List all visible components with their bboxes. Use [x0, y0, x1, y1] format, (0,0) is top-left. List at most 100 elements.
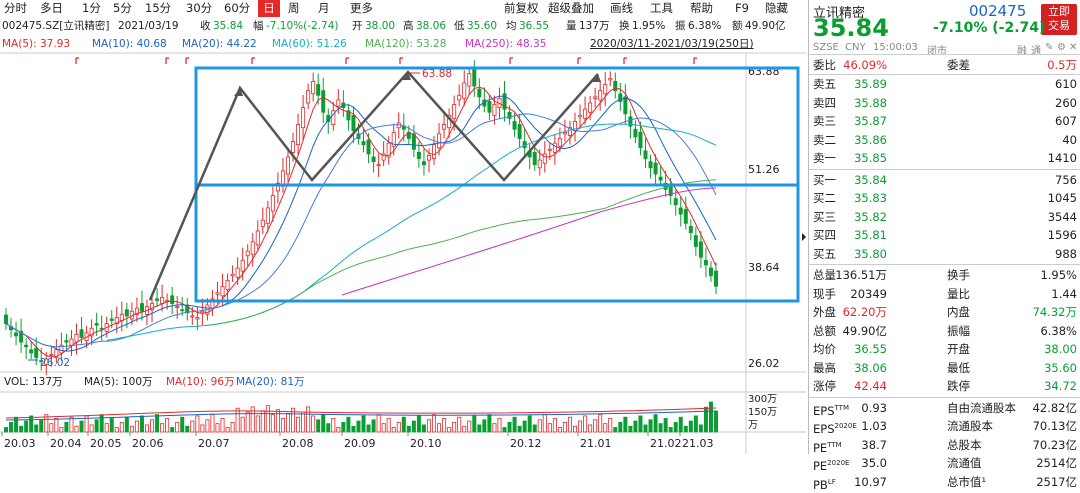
volume-bar	[453, 422, 456, 432]
candle-body	[160, 297, 163, 303]
volume-bar	[206, 420, 209, 432]
volume-bar	[387, 419, 390, 433]
volume-bar	[714, 411, 717, 432]
volume-bar	[538, 420, 541, 432]
book-price: 35.80	[854, 245, 887, 263]
trade-now-button[interactable]: 立即交易	[1041, 4, 1077, 35]
volume-bar	[312, 416, 315, 432]
volume-bar	[377, 415, 380, 432]
book-price: 35.86	[854, 131, 887, 149]
candle-body	[362, 142, 365, 145]
candle-body	[301, 108, 304, 128]
volume-bar	[417, 416, 420, 432]
volume-bar	[498, 419, 501, 433]
stat-value: 1.44	[1051, 285, 1077, 303]
vol-ma10-line	[6, 408, 716, 418]
x-tick-3: 20.06	[132, 437, 164, 450]
volume-bar	[160, 424, 163, 432]
volume-bar	[110, 419, 113, 433]
candle-body	[583, 109, 586, 118]
price-tick-1: 51.26	[748, 163, 780, 176]
book-price: 35.82	[854, 208, 887, 226]
stat-value: 36.55	[854, 340, 887, 358]
expand-arrow-icon[interactable]	[802, 233, 806, 241]
quote-time: 15:00:03	[873, 42, 918, 53]
candle-body	[271, 196, 274, 211]
x-tick-0: 20.03	[4, 437, 36, 450]
volume-bar	[276, 410, 279, 433]
candle-body	[599, 91, 602, 100]
candle-body	[216, 293, 219, 295]
panel-ctrl-2-icon[interactable]: ✎	[1045, 42, 1053, 53]
volume-bar	[105, 424, 108, 432]
volume-bar	[236, 408, 239, 432]
fin-value: 10.97	[854, 473, 887, 491]
book-price: 35.81	[854, 226, 887, 244]
volume-bar	[80, 421, 83, 432]
volume-bar	[604, 424, 607, 432]
candle-body	[417, 152, 420, 158]
candle-body	[14, 333, 17, 336]
candle-body	[468, 74, 471, 86]
candle-body	[155, 299, 158, 301]
fin-label-sup: TTM	[835, 404, 849, 412]
volume-bar	[322, 415, 325, 432]
fin-label-sup: 2020E	[827, 459, 849, 467]
volume-bar	[412, 421, 415, 432]
book-volume: 260	[1055, 94, 1077, 112]
volume-bar	[689, 421, 692, 432]
panel-ctrl-4-icon[interactable]: ✕	[1069, 42, 1077, 53]
vol-tick-2: 万	[748, 420, 758, 431]
candle-body	[256, 231, 259, 245]
volume-bar	[256, 416, 259, 432]
volume-bar	[679, 417, 682, 432]
candle-body	[70, 339, 73, 345]
volume-bar	[301, 412, 304, 432]
book-label: 买一	[813, 171, 836, 189]
volume-bar	[624, 417, 627, 432]
stat-label: 最低	[947, 359, 970, 377]
volume-bar	[196, 416, 199, 432]
book-label: 卖三	[813, 112, 836, 130]
volume-bar	[120, 422, 123, 432]
volume-bar	[458, 417, 461, 432]
volume-bar	[437, 424, 440, 432]
volume-bar	[140, 416, 143, 432]
volume-bar	[684, 426, 687, 432]
book-price: 35.84	[854, 171, 887, 189]
annotation-box-lower[interactable]	[196, 185, 798, 301]
stat-value: 42.44	[854, 377, 887, 395]
candle-body	[221, 287, 224, 296]
volume-bar	[644, 425, 647, 432]
max-label: 63.88	[422, 68, 452, 80]
candle-body	[649, 162, 652, 168]
panel-ctrl-3-icon[interactable]: ⚙	[1057, 42, 1066, 53]
candle-body	[518, 125, 521, 139]
x-tick-8: 20.12	[510, 437, 542, 450]
volume-bar	[654, 415, 657, 432]
volume-bar	[533, 425, 536, 432]
currency-label: CNY	[845, 42, 866, 53]
volume-bar	[669, 428, 672, 433]
volume-bar	[589, 425, 592, 432]
price-tick-2: 38.64	[748, 261, 780, 274]
candle-body	[578, 115, 581, 117]
candle-body	[372, 157, 375, 162]
ma60-line	[107, 124, 716, 340]
min-label: 26.02	[40, 357, 70, 369]
volume-bar	[543, 415, 546, 432]
weicha-value: 0.5万	[1047, 56, 1077, 74]
volume-bar	[231, 422, 234, 432]
candle-body	[181, 310, 184, 311]
candle-body	[35, 348, 38, 357]
